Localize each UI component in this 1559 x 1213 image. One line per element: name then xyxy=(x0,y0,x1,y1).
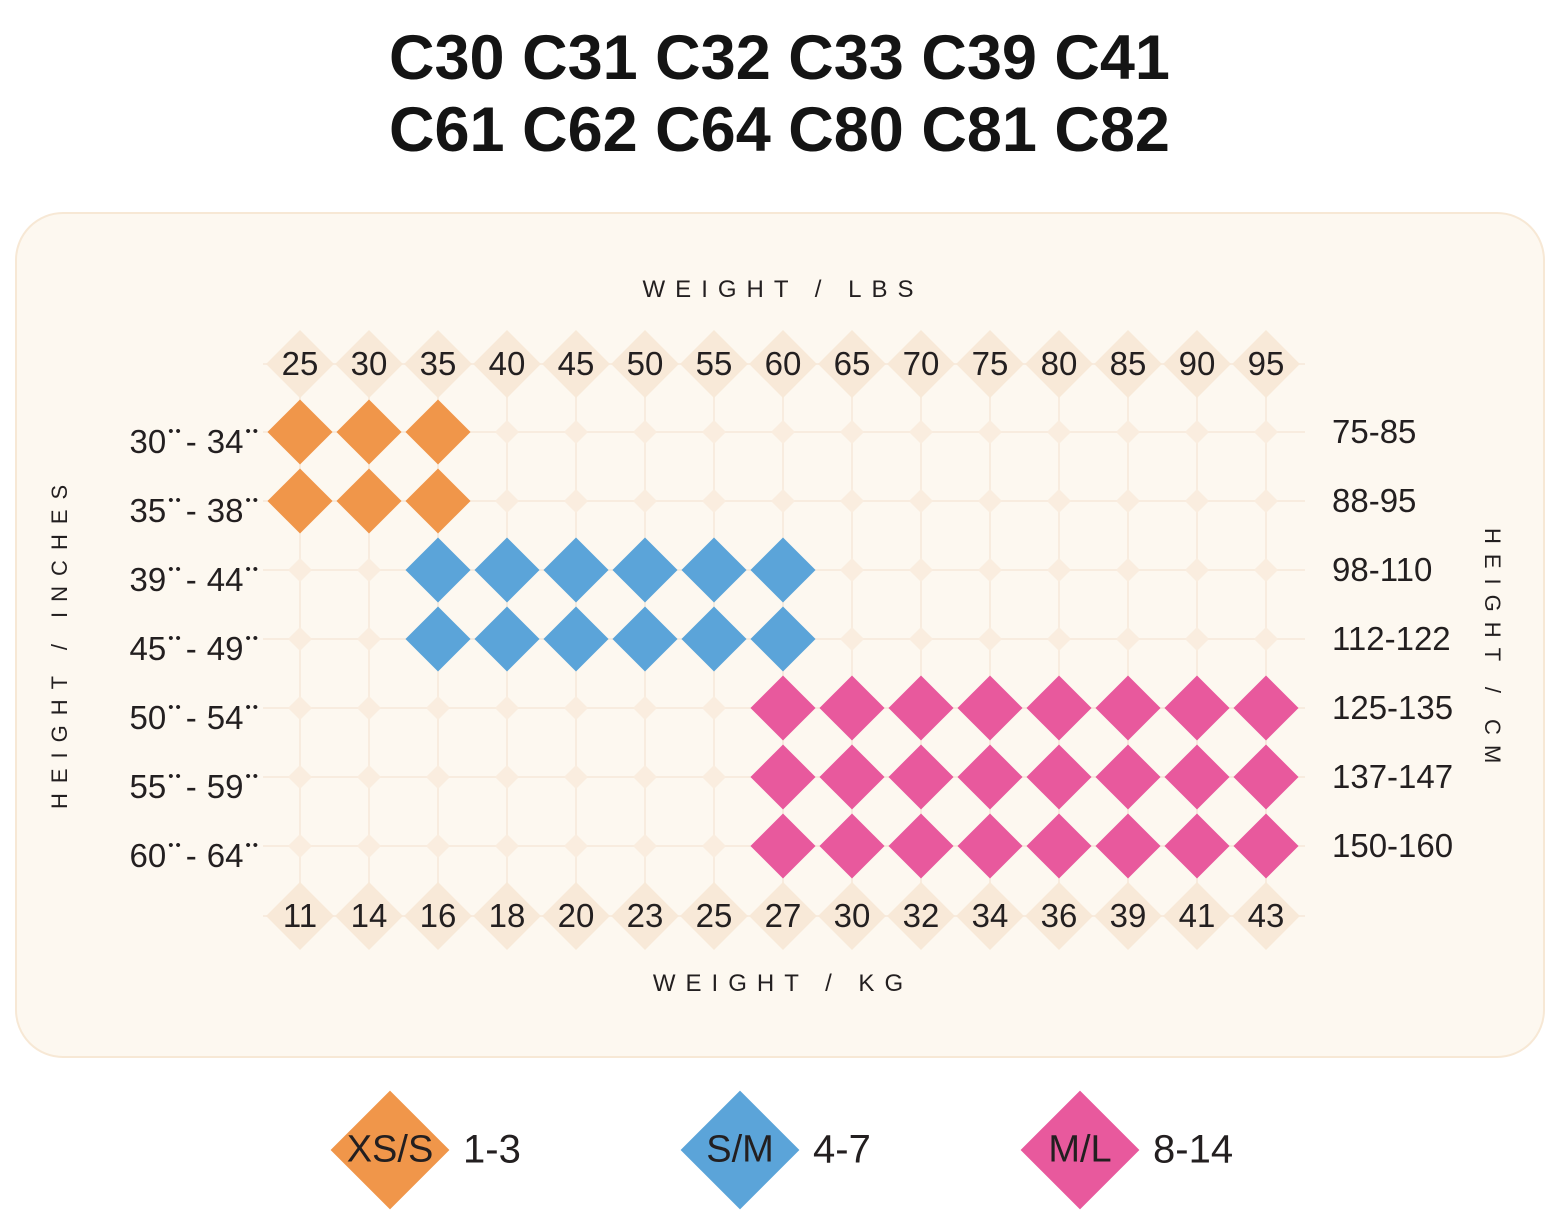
weight-kg-tick: 39 xyxy=(1109,897,1147,934)
height-inches-row-label: 39 ••- 44 •• xyxy=(129,561,260,598)
weight-lbs-tick: 85 xyxy=(1109,345,1147,382)
weight-lbs-tick: 55 xyxy=(695,345,733,382)
weight-lbs-tick: 75 xyxy=(971,345,1009,382)
legend-size-label-xs: XS/S xyxy=(346,1128,434,1171)
weight-lbs-tick: 70 xyxy=(902,345,940,382)
weight-kg-tick: 36 xyxy=(1040,897,1078,934)
weight-lbs-tick: 95 xyxy=(1247,345,1285,382)
weight-kg-tick: 25 xyxy=(695,897,733,934)
weight-lbs-tick: 80 xyxy=(1040,345,1078,382)
weight-kg-tick: 16 xyxy=(419,897,457,934)
height-cm-row-label: 98-110 xyxy=(1332,551,1433,588)
weight-kg-tick: 34 xyxy=(971,897,1009,934)
weight-kg-axis-label: WEIGHT / KG xyxy=(652,970,914,997)
height-cm-row-label: 112-122 xyxy=(1332,620,1451,657)
weight-lbs-tick: 60 xyxy=(764,345,802,382)
height-inches-row-label: 55 ••- 59 •• xyxy=(129,768,260,805)
height-cm-axis-label: HEIGHT / CM xyxy=(1480,528,1505,774)
legend-range-label-xs: 1-3 xyxy=(463,1127,521,1172)
weight-kg-tick: 41 xyxy=(1178,897,1216,934)
weight-kg-tick: 32 xyxy=(902,897,940,934)
page-title: C30 C31 C32 C33 C39 C41 C61 C62 C64 C80 … xyxy=(0,22,1559,166)
height-inches-row-label: 60 ••- 64 •• xyxy=(129,837,260,874)
legend-range-label-ml: 8-14 xyxy=(1153,1127,1234,1172)
weight-kg-tick: 18 xyxy=(488,897,526,934)
weight-lbs-tick: 30 xyxy=(350,345,388,382)
weight-kg-tick: 30 xyxy=(833,897,871,934)
weight-lbs-tick: 50 xyxy=(626,345,664,382)
weight-lbs-tick: 35 xyxy=(419,345,457,382)
weight-kg-tick: 20 xyxy=(557,897,595,934)
weight-kg-tick: 27 xyxy=(764,897,802,934)
weight-lbs-tick: 65 xyxy=(833,345,871,382)
height-cm-row-label: 88-95 xyxy=(1332,482,1417,519)
weight-kg-tick: 23 xyxy=(626,897,664,934)
title-line-1: C30 C31 C32 C33 C39 C41 xyxy=(389,23,1170,93)
weight-lbs-tick: 90 xyxy=(1178,345,1216,382)
height-cm-row-label: 137-147 xyxy=(1332,758,1454,795)
weight-lbs-tick: 45 xyxy=(557,345,595,382)
legend-range-label-sm: 4-7 xyxy=(813,1127,871,1172)
height-inches-row-label: 35 ••- 38 •• xyxy=(129,492,260,529)
weight-lbs-tick: 40 xyxy=(488,345,526,382)
legend-size-label-sm: S/M xyxy=(706,1128,774,1171)
weight-lbs-tick: 25 xyxy=(281,345,319,382)
legend-size-label-ml: M/L xyxy=(1048,1128,1112,1171)
height-cm-row-label: 150-160 xyxy=(1332,827,1454,864)
height-cm-row-label: 125-135 xyxy=(1332,689,1454,726)
height-cm-row-label: 75-85 xyxy=(1332,413,1417,450)
weight-lbs-axis-label: WEIGHT / LBS xyxy=(642,276,924,303)
weight-kg-tick: 11 xyxy=(282,897,318,934)
chart-panel: WEIGHT / LBS WEIGHT / KG HEIGHT / INCHES… xyxy=(15,212,1545,1058)
height-inches-row-label: 30 ••- 34 •• xyxy=(129,423,260,460)
title-line-2: C61 C62 C64 C80 C81 C82 xyxy=(389,95,1170,165)
weight-kg-tick: 14 xyxy=(350,897,388,934)
size-grid: 25 30 35 40 45 50 55 60 65 70 75 80 85 90 95 11 14 16 18 20… xyxy=(17,214,1543,1056)
height-inches-row-label: 50 ••- 54 •• xyxy=(129,699,260,736)
weight-kg-tick: 43 xyxy=(1247,897,1285,934)
height-inches-row-label: 45 ••- 49 •• xyxy=(129,630,260,667)
